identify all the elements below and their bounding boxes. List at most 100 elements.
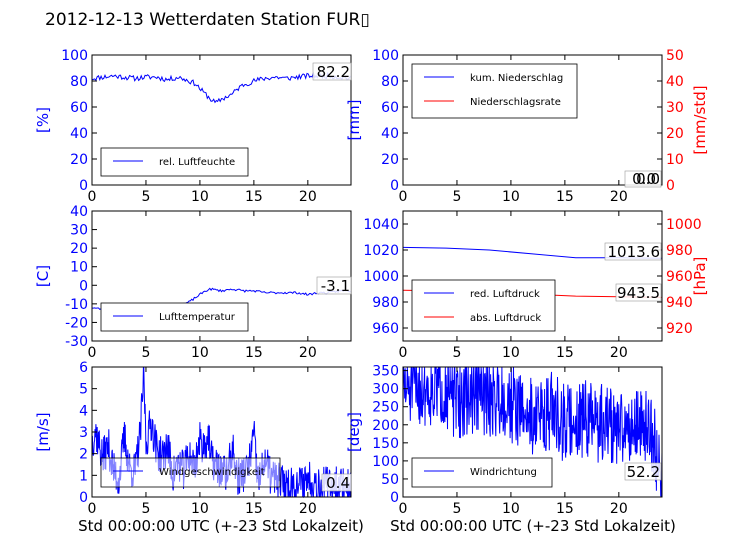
x-tick-label-winddirection: 5 xyxy=(452,501,461,517)
x-tick-label-humidity: 20 xyxy=(299,189,317,205)
y2-tick-label-precipitation: 30 xyxy=(666,100,684,116)
legend-label-pressure: abs. Luftdruck xyxy=(470,313,541,324)
current-value-pressure: 1013.6 xyxy=(608,243,661,261)
y2-axis-label-pressure: [hPa] xyxy=(691,257,709,296)
y-axis-label-temperature: [C] xyxy=(34,265,52,287)
current-value-2-box-pressure xyxy=(615,283,662,302)
y-tick-label-winddirection: 350 xyxy=(372,364,399,380)
current-value-box-precipitation xyxy=(624,170,662,188)
x-tick-label-pressure: 5 xyxy=(452,345,461,361)
y-tick-label-precipitation: 20 xyxy=(381,152,399,168)
axes-frame-precipitation xyxy=(402,54,663,186)
legend-label-temperature: Lufttemperatur xyxy=(159,312,236,323)
y-tick-label-temperature: -30 xyxy=(65,334,88,350)
current-value-box-temperature xyxy=(316,276,352,295)
y-tick-label-windspeed: 4 xyxy=(79,403,88,419)
current-value-precipitation: 0.0 xyxy=(636,170,660,188)
y-tick-label-windspeed: 6 xyxy=(79,360,88,376)
y-axis-label-winddirection: [deg] xyxy=(345,412,363,452)
y-tick-label-winddirection: 300 xyxy=(372,382,399,398)
x-tick-label-precipitation: 20 xyxy=(610,189,628,205)
y2-axis-label-precipitation: [mm/std] xyxy=(691,85,709,154)
current-value-box-winddirection xyxy=(624,462,662,481)
y-tick-label-winddirection: 0 xyxy=(390,490,399,506)
chart-panel-humidity: 0 5 10 15 20 0 20 40 60 80 100 [%] rel. Luftfeuchte 8… xyxy=(34,48,352,205)
legend-box-winddirection xyxy=(411,457,553,488)
y-tick-label-windspeed: 0 xyxy=(79,490,88,506)
current-value-box-windspeed xyxy=(321,473,352,492)
y-axis-label-humidity: [%] xyxy=(34,107,52,133)
x-tick-label-temperature: 5 xyxy=(141,345,150,361)
x-tick-label-pressure: 20 xyxy=(610,345,628,361)
x-tick-label-pressure: 10 xyxy=(502,345,520,361)
legend-label-precipitation: Niederschlagsrate xyxy=(470,97,561,108)
y-tick-label-windspeed: 1 xyxy=(79,468,88,484)
y2-tick-label-pressure: 960 xyxy=(666,269,693,285)
chart-panel-winddirection: 0 5 10 15 20050100150200250300350[deg]Windri… xyxy=(345,364,663,517)
x-tick-label-winddirection: 10 xyxy=(502,501,520,517)
legend-label-pressure: red. Luftdruck xyxy=(470,289,540,300)
y-tick-label-humidity: 80 xyxy=(70,74,88,90)
y-tick-label-winddirection: 50 xyxy=(381,472,399,488)
legend-box-pressure xyxy=(411,279,556,332)
y-tick-label-windspeed: 2 xyxy=(79,447,88,463)
y-tick-label-pressure: 960 xyxy=(372,321,399,337)
legend-label-windspeed: Windgeschwindigkeit xyxy=(159,467,265,478)
chart-panel-pressure: 0 5 10 15 20 960 980 1000 1020 1040 920 940 960 980 10… xyxy=(363,210,709,361)
y2-tick-label-precipitation: 50 xyxy=(666,48,684,64)
legend-box-temperature xyxy=(100,302,249,332)
y-tick-label-temperature: -10 xyxy=(65,297,88,313)
x-tick-label-pressure: 15 xyxy=(556,345,574,361)
y-axis-label-precipitation: [mm] xyxy=(345,100,363,141)
legend-box-humidity xyxy=(100,147,249,177)
y-tick-label-winddirection: 150 xyxy=(372,436,399,452)
y-tick-label-windspeed: 5 xyxy=(79,382,88,398)
chart-panel-windspeed: 0 5 10 15 20 0 1 2 3 4 5 6 [m/s] Windgeschwindigkeit 0… xyxy=(34,360,352,517)
x-tick-label-humidity: 10 xyxy=(191,189,209,205)
y-tick-label-humidity: 60 xyxy=(70,100,88,116)
current-value-2-precipitation: 0.0 xyxy=(632,170,656,188)
y-tick-label-pressure: 1000 xyxy=(363,269,399,285)
y2-tick-label-precipitation: 0 xyxy=(666,178,675,194)
y-tick-label-windspeed: 3 xyxy=(79,425,88,441)
y2-tick-label-pressure: 940 xyxy=(666,295,693,311)
y-tick-label-pressure: 1020 xyxy=(363,243,399,259)
figure-title: 2012-12-13 Wetterdaten Station FUR▯ xyxy=(45,10,370,30)
current-value-box-humidity xyxy=(312,62,352,81)
x-tick-label-winddirection: 20 xyxy=(610,501,628,517)
x-tick-label-temperature: 20 xyxy=(299,345,317,361)
y-tick-label-temperature: 10 xyxy=(70,260,88,276)
chart-panel-temperature: 0 5 10 15 20 -30 -20 -10 0 10 20 30 40 [C] Lufttempera… xyxy=(34,204,352,361)
x-tick-label-windspeed: 15 xyxy=(245,501,263,517)
x-tick-label-humidity: 15 xyxy=(245,189,263,205)
x-axis-label-left: Std 00:00:00 UTC (+-23 Std Lokalzeit) xyxy=(78,517,364,535)
legend-label-winddirection: Windrichtung xyxy=(470,467,537,478)
current-value-box-pressure xyxy=(604,242,662,261)
y-tick-label-temperature: 20 xyxy=(70,241,88,257)
x-axis-label-right: Std 00:00:00 UTC (+-23 Std Lokalzeit) xyxy=(390,517,676,535)
y-tick-label-winddirection: 100 xyxy=(372,454,399,470)
y-axis-label-windspeed: [m/s] xyxy=(34,412,52,451)
x-tick-label-winddirection: 15 xyxy=(556,501,574,517)
y2-tick-label-precipitation: 20 xyxy=(666,126,684,142)
y-tick-label-temperature: -20 xyxy=(65,315,88,331)
y2-tick-label-pressure: 1000 xyxy=(666,217,702,233)
y-tick-label-precipitation: 40 xyxy=(381,126,399,142)
y-tick-label-pressure: 980 xyxy=(372,295,399,311)
x-tick-label-precipitation: 10 xyxy=(502,189,520,205)
y-tick-label-precipitation: 100 xyxy=(372,48,399,64)
x-tick-label-windspeed: 10 xyxy=(191,501,209,517)
x-tick-label-precipitation: 0 xyxy=(399,189,408,205)
y-tick-label-winddirection: 250 xyxy=(372,400,399,416)
y-tick-label-humidity: 40 xyxy=(70,126,88,142)
x-tick-label-precipitation: 5 xyxy=(452,189,461,205)
current-value-windspeed: 0.4 xyxy=(326,474,350,492)
legend-box-windspeed xyxy=(100,457,281,488)
x-tick-label-precipitation: 15 xyxy=(556,189,574,205)
chart-panel-precipitation: 0 5 10 15 20 0 20 40 60 80 100 [mm] 0 10 20 30 40 50 [mm/s… xyxy=(345,48,709,205)
x-tick-label-temperature: 15 xyxy=(245,345,263,361)
y-tick-label-temperature: 30 xyxy=(70,223,88,239)
x-tick-label-temperature: 10 xyxy=(191,345,209,361)
x-tick-label-pressure: 0 xyxy=(399,345,408,361)
